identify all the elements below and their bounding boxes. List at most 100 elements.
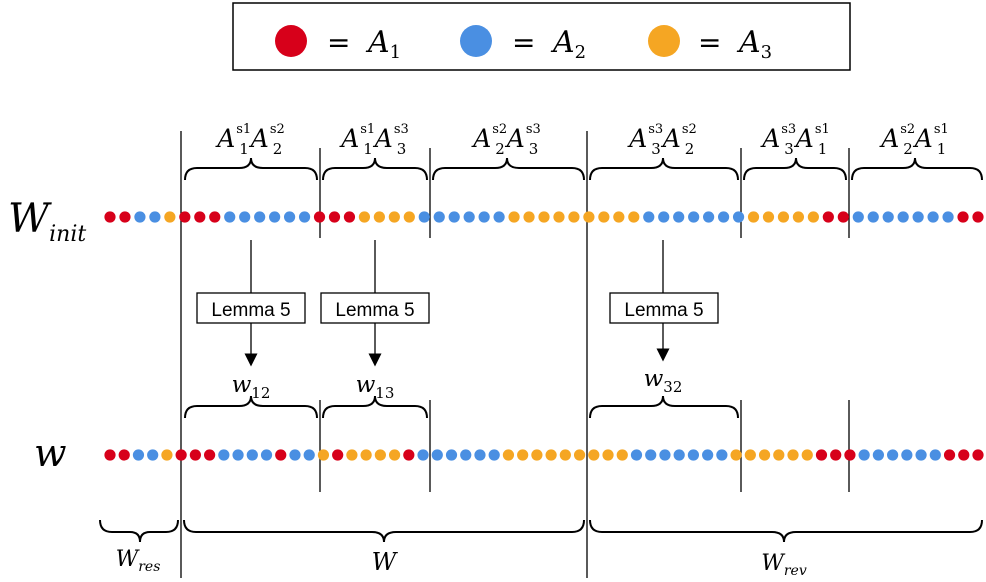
sequence-dot xyxy=(659,449,671,461)
sequence-dot xyxy=(630,449,643,461)
sequence-dot xyxy=(502,449,515,461)
sequence-dot xyxy=(517,449,529,461)
sequence-dot xyxy=(343,211,356,223)
segment-label-5: As3 3As1 1 xyxy=(760,122,830,158)
bottom-braces xyxy=(99,519,983,543)
sequence-dot xyxy=(283,211,296,223)
sequence-dot xyxy=(943,449,956,461)
sequence-dot xyxy=(616,449,628,461)
lemma-label-1: Lemma 5 xyxy=(211,300,290,321)
sequence-dot xyxy=(901,449,913,461)
segment-labels: As1 1As2 2 As1 1As3 3 As2 2As3 3 As3 3As2 2 As3 3… xyxy=(215,122,949,158)
segment-label-1: As1 1As2 2 xyxy=(215,122,285,158)
sequence-dot xyxy=(628,211,640,223)
segment-label-4: As3 3As2 2 xyxy=(627,122,697,158)
sequence-dot xyxy=(246,449,258,461)
legend-box xyxy=(232,2,851,71)
sequence-dot xyxy=(807,211,819,223)
sequence-dot xyxy=(104,449,116,461)
sequence-dot xyxy=(360,449,372,461)
sequence-dot xyxy=(260,449,273,461)
sequence-dot xyxy=(744,449,756,461)
sequence-dot xyxy=(232,449,244,461)
sequence-dot xyxy=(762,211,775,223)
sequence-dot xyxy=(448,211,460,223)
sequence-dot xyxy=(388,449,401,461)
sequence-dot xyxy=(730,449,742,461)
sequence-dot xyxy=(844,449,856,461)
middle-braces xyxy=(184,395,739,419)
brace-top-1 xyxy=(184,157,318,181)
sequence-dot xyxy=(545,449,557,461)
sequence-dot xyxy=(104,211,116,223)
legend-equals-a3: = xyxy=(698,26,721,59)
sequence-dot xyxy=(373,211,385,223)
result-label-w13: w13 xyxy=(356,372,395,402)
brace-bottom-res xyxy=(99,519,179,543)
sequence-dot xyxy=(189,449,201,461)
sequence-dot xyxy=(598,211,610,223)
sequence-dot xyxy=(132,449,145,461)
segment-label-6: As2 2As1 1 xyxy=(879,122,949,158)
sequence-dot xyxy=(303,449,315,461)
sequence-dot xyxy=(317,449,330,461)
sequence-dot xyxy=(149,211,161,223)
lemma-label-2: Lemma 5 xyxy=(335,300,414,321)
label-w: W xyxy=(372,548,399,576)
sequence-dot xyxy=(164,211,176,223)
legend-label-a2: A2 xyxy=(550,25,586,63)
sequence-dot xyxy=(716,449,728,461)
legend-label-a1: A1 xyxy=(365,25,401,63)
sequence-dot xyxy=(703,211,715,223)
sequence-dot xyxy=(583,211,595,223)
sequence-dot xyxy=(147,449,159,461)
sequence-dot xyxy=(687,449,700,461)
lemma-box-1 xyxy=(196,292,306,324)
sequence-dot xyxy=(478,211,490,223)
sequence-dot xyxy=(445,449,458,461)
legend: = A1 = A2 = A3 xyxy=(232,2,851,71)
brace-bottom-w xyxy=(183,519,585,543)
sequence-dot xyxy=(822,211,834,223)
row-label-w: w xyxy=(34,431,67,475)
sequence-dot xyxy=(474,449,486,461)
sequence-dot xyxy=(553,211,565,223)
brace-mid-2 xyxy=(322,395,428,419)
sequence-dot xyxy=(523,211,535,223)
lemma-box-3 xyxy=(609,292,719,324)
sequence-dot xyxy=(313,211,326,223)
sequence-dot xyxy=(897,211,909,223)
legend-dot-a1 xyxy=(275,25,307,57)
sequence-dot xyxy=(254,211,266,223)
sequence-dot xyxy=(488,449,500,461)
brace-mid-1 xyxy=(184,395,318,419)
sequence-dot xyxy=(134,211,146,223)
sequence-dot xyxy=(837,211,849,223)
sequence-dot xyxy=(269,211,281,223)
sequence-dot xyxy=(872,449,884,461)
sequence-dot xyxy=(179,211,191,223)
sequence-dot xyxy=(927,211,939,223)
sequence-dot xyxy=(972,449,984,461)
brace-top-5 xyxy=(743,157,847,181)
sequence-dot xyxy=(747,211,760,223)
sequence-dot xyxy=(972,211,984,223)
sequence-dot xyxy=(204,449,216,461)
sequence-dot xyxy=(673,449,685,461)
dot-row-w xyxy=(104,449,984,461)
sequence-dot xyxy=(645,449,657,461)
legend-dot-a2 xyxy=(460,25,492,57)
result-label-w12: w12 xyxy=(232,372,271,402)
sequence-dot xyxy=(858,449,870,461)
sequence-dot xyxy=(915,449,927,461)
sequence-dot xyxy=(118,449,130,461)
row-label-w-init: Winit xyxy=(8,196,86,247)
sequence-dot xyxy=(702,449,714,461)
sequence-dot xyxy=(463,211,475,223)
sequence-dot xyxy=(887,449,899,461)
sequence-dot xyxy=(573,449,586,461)
separators xyxy=(180,131,850,578)
sequence-dot xyxy=(194,211,206,223)
sequence-dot xyxy=(328,211,341,223)
